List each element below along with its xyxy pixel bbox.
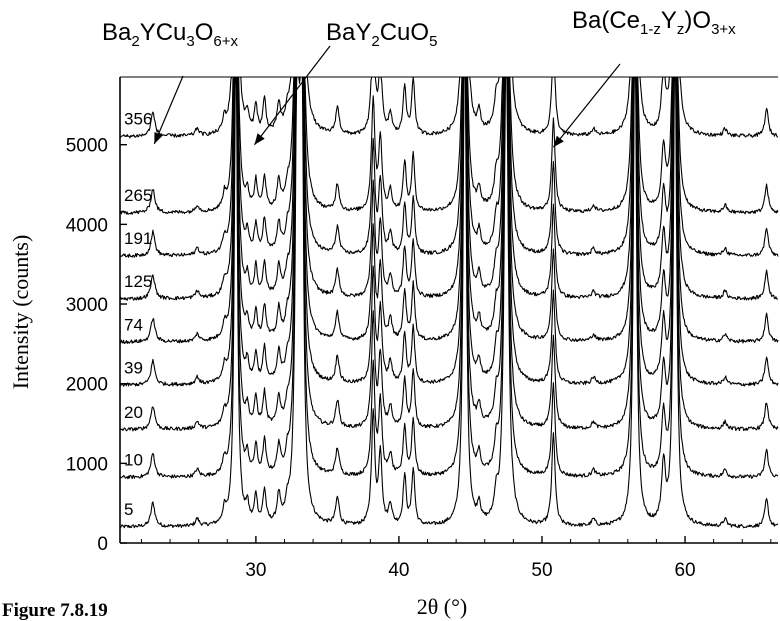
y-tick-label: 1000 bbox=[66, 454, 108, 475]
series-label-191: 191 bbox=[124, 229, 152, 248]
y-tick-label: 2000 bbox=[66, 375, 108, 396]
x-tick-label: 30 bbox=[245, 560, 266, 581]
tick-labels: 0 1000 2000 3000 4000 5000 30 40 50 60 bbox=[66, 136, 696, 581]
x-tick-label: 40 bbox=[388, 560, 409, 581]
axes bbox=[119, 76, 778, 544]
pattern-line-125 bbox=[119, 76, 779, 301]
series-label-20: 20 bbox=[124, 403, 143, 422]
series-label-74: 74 bbox=[124, 315, 143, 334]
series-label-39: 39 bbox=[124, 358, 143, 377]
series-label-10: 10 bbox=[124, 451, 143, 470]
pattern-line-20 bbox=[119, 76, 779, 432]
annotation-bay2cuo5: BaY2CuO5 bbox=[326, 19, 437, 50]
annotation-bacey: Ba(Ce1-zYz)O3+x bbox=[572, 7, 736, 38]
arrowhead-bay2cuo5 bbox=[254, 133, 265, 145]
arrowhead-bacey bbox=[553, 135, 564, 148]
pattern-line-356 bbox=[119, 76, 779, 139]
diffraction-patterns bbox=[119, 76, 779, 529]
pattern-line-265 bbox=[119, 76, 779, 215]
pattern-line-5 bbox=[119, 76, 779, 529]
pattern-line-39 bbox=[119, 76, 779, 387]
pattern-line-191 bbox=[119, 76, 779, 258]
pattern-line-10 bbox=[119, 76, 779, 480]
arrow-bay2cuo5 bbox=[253, 45, 331, 146]
y-tick-label: 0 bbox=[97, 534, 108, 555]
series-label-356: 356 bbox=[124, 110, 152, 129]
y-tick-label: 5000 bbox=[66, 136, 108, 157]
x-axis-title: 2θ (°) bbox=[417, 594, 468, 619]
arrow-bacey bbox=[552, 63, 621, 148]
arrowhead-ybco bbox=[154, 132, 163, 144]
y-tick-label: 4000 bbox=[66, 215, 108, 236]
arrow-ybco bbox=[153, 75, 184, 145]
phase-annotations: Ba2YCu3O6+x BaY2CuO5 Ba(Ce1-zYz)O3+x bbox=[102, 7, 736, 148]
x-tick-label: 50 bbox=[531, 560, 552, 581]
y-axis-title: Intensity (counts) bbox=[8, 235, 33, 390]
series-label-265: 265 bbox=[124, 186, 152, 205]
y-tick-label: 3000 bbox=[66, 295, 108, 316]
figure-caption: Figure 7.8.19 bbox=[2, 600, 108, 621]
x-tick-label: 60 bbox=[674, 560, 695, 581]
annotation-ybco: Ba2YCu3O6+x bbox=[102, 19, 239, 50]
series-labels: 5 10 20 39 74 125 191 265 356 bbox=[124, 110, 152, 519]
series-label-125: 125 bbox=[124, 272, 152, 291]
series-label-5: 5 bbox=[124, 500, 133, 519]
pattern-line-74 bbox=[119, 76, 779, 344]
